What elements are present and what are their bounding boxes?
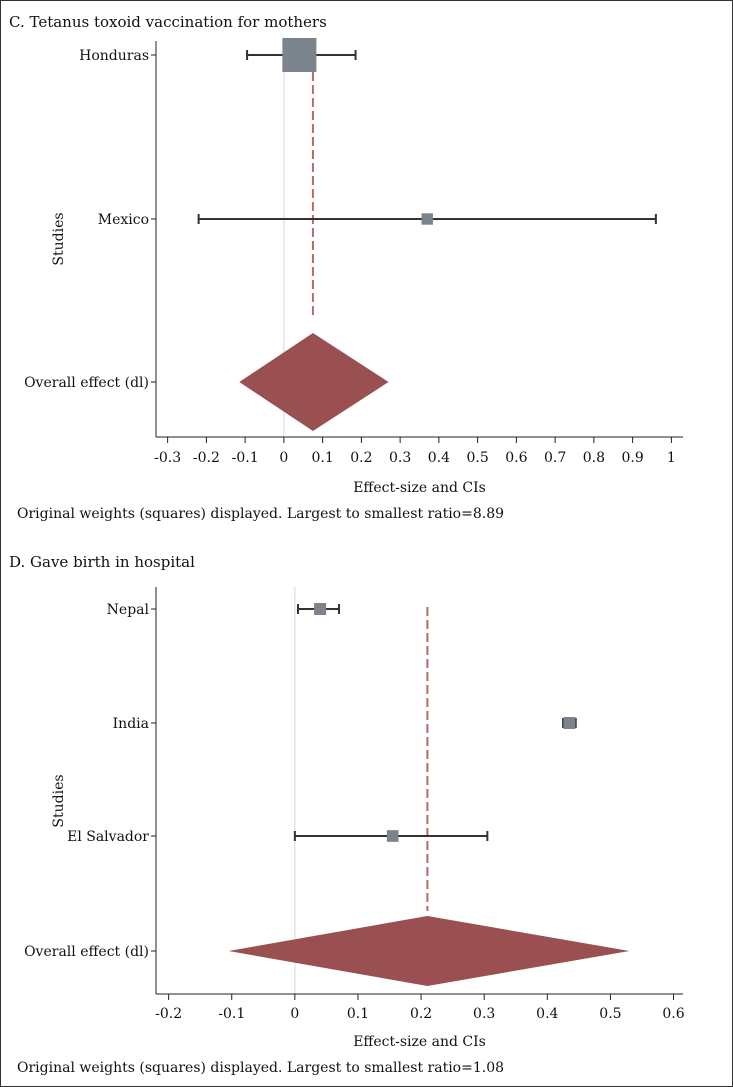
x-tick-label: 0.2 (410, 1006, 432, 1022)
x-tick-label: 0.3 (389, 450, 411, 466)
x-axis-label: Effect-size and CIs (353, 1034, 486, 1050)
plot-footnote: Original weights (squares) displayed. La… (17, 1060, 504, 1076)
weight-square (563, 717, 576, 729)
x-tick-label: 0.1 (347, 1006, 369, 1022)
overall-effect-label: Overall effect (dl) (24, 944, 149, 960)
study-label: Nepal (107, 602, 150, 618)
x-tick-label: 0 (290, 1006, 299, 1022)
x-tick-label: -0.1 (218, 1006, 245, 1022)
plot-title: D. Gave birth in hospital (9, 553, 195, 571)
weight-square (282, 38, 317, 72)
study-label: India (113, 716, 149, 732)
x-tick-label: 0.4 (428, 450, 450, 466)
x-tick-label: 0.8 (583, 450, 605, 466)
x-axis-label: Effect-size and CIs (353, 480, 486, 496)
x-tick-label: 0.1 (311, 450, 333, 466)
weight-square (386, 830, 399, 842)
y-axis-label: Studies (51, 774, 67, 827)
x-tick-label: 0.2 (350, 450, 372, 466)
x-tick-label: -0.2 (155, 1006, 182, 1022)
study-label: Honduras (79, 48, 149, 64)
plot-title: C. Tetanus toxoid vaccination for mother… (9, 13, 327, 31)
y-axis-label: Studies (51, 212, 67, 265)
x-tick-label: 0.4 (536, 1006, 558, 1022)
overall-effect-diamond (239, 333, 389, 431)
weight-square (314, 603, 327, 615)
x-tick-label: 0.5 (599, 1006, 621, 1022)
study-label: Mexico (98, 212, 149, 228)
x-tick-label: 0.6 (505, 450, 527, 466)
x-tick-label: 0.9 (621, 450, 643, 466)
x-tick-label: 0.3 (473, 1006, 495, 1022)
x-tick-label: -0.1 (232, 450, 259, 466)
x-tick-label: 0.5 (466, 450, 488, 466)
x-tick-label: 0 (279, 450, 288, 466)
overall-effect-diamond (228, 916, 630, 986)
x-tick-label: -0.3 (154, 450, 181, 466)
x-tick-label: 0.7 (544, 450, 566, 466)
plot-footnote: Original weights (squares) displayed. La… (17, 506, 504, 522)
x-tick-label: 1 (667, 450, 676, 466)
study-label: El Salvador (67, 829, 149, 845)
x-tick-label: 0.6 (662, 1006, 684, 1022)
forest-plot-d: D. Gave birth in hospital -0.2 -0.1 0 0.1 0.2… (9, 553, 685, 1076)
forest-plot-c: C. Tetanus toxoid vaccination for mother… (9, 13, 683, 522)
weight-square (421, 213, 433, 225)
x-tick-label: -0.2 (193, 450, 220, 466)
overall-effect-label: Overall effect (dl) (24, 375, 149, 391)
